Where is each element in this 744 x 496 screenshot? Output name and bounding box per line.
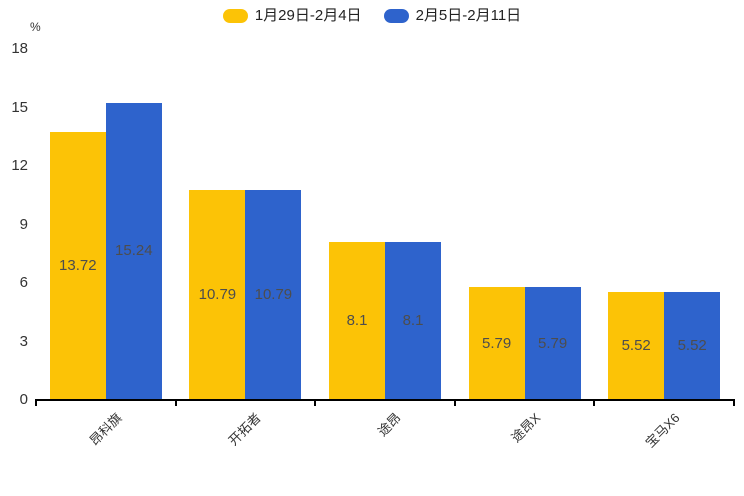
x-axis-tick [593, 399, 596, 406]
bar-value-label: 5.79 [481, 334, 512, 352]
x-axis-category-label: 宝马X6 [642, 410, 683, 451]
x-axis-category-label: 昂科旗 [86, 410, 125, 449]
legend-label-week1: 1月29日-2月4日 [254, 7, 362, 24]
x-axis-tick [174, 399, 177, 406]
x-axis-category-label: 开拓者 [225, 410, 265, 449]
bar-week2-昂科旗: 15.24 [105, 102, 162, 400]
y-axis-tick-label: 3 [19, 332, 28, 350]
x-axis-category-label: 途昂 [374, 410, 404, 440]
bar-value-label: 8.1 [346, 312, 368, 330]
y-axis-tick-label: 0 [19, 391, 28, 408]
bar-value-label: 13.72 [59, 257, 97, 275]
bar-week1-途昂: 8.1 [329, 242, 385, 400]
bar-week2-开拓者: 10.79 [245, 189, 302, 400]
legend-item-week1[interactable]: 1月29日-2月4日 [222, 6, 362, 26]
legend-swatch-yellow [222, 9, 248, 23]
legend-item-week2[interactable]: 2月5日-2月11日 [383, 6, 522, 26]
y-axis-tick-label: 12 [11, 157, 28, 174]
bar-value-label: 10.79 [198, 285, 237, 303]
bar-week2-宝马X6: 5.52 [664, 292, 721, 400]
y-axis-tick-label: 6 [19, 274, 28, 291]
x-axis-tick [314, 399, 317, 406]
bar-value-label: 8.1 [402, 312, 424, 330]
bar-value-label: 5.52 [621, 337, 651, 355]
y-axis-tick-label: 9 [19, 215, 28, 233]
x-axis-tick [453, 399, 456, 406]
bar-week1-途昂X: 5.79 [468, 287, 525, 400]
bar-week2-途昂: 8.1 [385, 242, 441, 400]
bar-value-label: 10.79 [254, 285, 293, 303]
legend: 1月29日-2月4日 2月5日-2月11日 [0, 6, 744, 26]
x-axis-line [36, 399, 734, 401]
y-axis-tick-label: 15 [11, 98, 28, 116]
bar-week1-开拓者: 10.79 [189, 189, 246, 400]
bar-value-label: 15.24 [115, 242, 153, 260]
bar-week2-途昂X: 5.79 [524, 287, 581, 400]
legend-swatch-blue [383, 9, 409, 23]
legend-label-week2: 2月5日-2月11日 [415, 7, 522, 24]
x-axis-category-label: 途昂X [508, 410, 544, 446]
bar-week1-昂科旗: 13.72 [49, 132, 106, 400]
x-axis-tick [733, 399, 735, 406]
x-axis-tick [35, 399, 37, 406]
bar-value-label: 5.79 [537, 334, 568, 352]
y-axis-tick-label: 18 [11, 40, 28, 57]
y-axis-unit-label: % [30, 20, 41, 34]
bar-value-label: 5.52 [677, 337, 707, 355]
bar-week1-宝马X6: 5.52 [608, 292, 665, 400]
